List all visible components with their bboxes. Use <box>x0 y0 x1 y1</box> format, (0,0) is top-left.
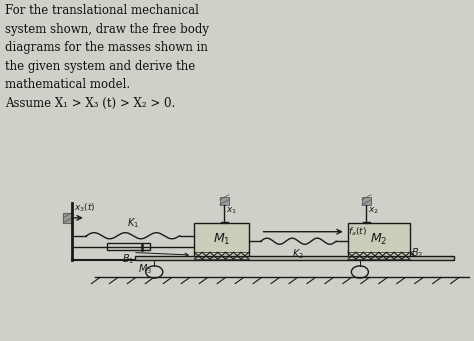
Bar <box>136 256 455 261</box>
Text: $x_2$: $x_2$ <box>368 206 379 216</box>
Text: $M_3$: $M_3$ <box>138 262 152 276</box>
Bar <box>362 197 371 205</box>
Text: $B_2$: $B_2$ <box>411 246 424 260</box>
Bar <box>63 213 72 223</box>
Text: $K_1$: $K_1$ <box>127 217 139 230</box>
Text: For the translational mechanical
system shown, draw the free body
diagrams for t: For the translational mechanical system … <box>5 4 210 109</box>
Text: $M_1$: $M_1$ <box>213 232 230 247</box>
Text: $x_3(t)$: $x_3(t)$ <box>74 201 96 214</box>
Text: $x_1$: $x_1$ <box>226 206 237 216</box>
Text: $f_a(t)$: $f_a(t)$ <box>347 225 367 238</box>
Text: $K_2$: $K_2$ <box>292 247 304 261</box>
Bar <box>348 223 410 256</box>
Bar <box>194 223 249 256</box>
Bar <box>219 197 229 205</box>
Text: $B_1$: $B_1$ <box>122 252 135 266</box>
Text: $M_2$: $M_2$ <box>370 232 387 247</box>
Bar <box>107 243 150 250</box>
